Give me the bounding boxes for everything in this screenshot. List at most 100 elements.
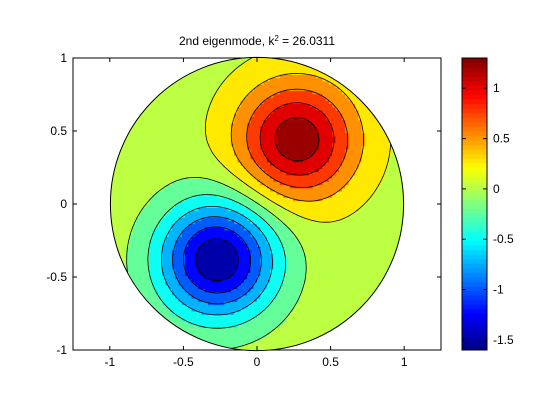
- contour-cell: [253, 152, 258, 156]
- contour-cell: [158, 152, 163, 156]
- contour-cell: [165, 174, 170, 179]
- contour-cell: [149, 145, 153, 150]
- contour-cell: [155, 178, 160, 182]
- contour-cell: [191, 93, 196, 98]
- contour-cell: [178, 152, 183, 156]
- contour-cell: [139, 174, 144, 179]
- contour-cell: [224, 116, 229, 121]
- contour-cell: [158, 294, 163, 299]
- contour-cell: [126, 165, 131, 169]
- contour-cell: [240, 314, 245, 319]
- contour-cell: [214, 139, 219, 143]
- contour-cell: [168, 148, 173, 153]
- contour-cell: [198, 304, 202, 309]
- contour-cell: [175, 165, 180, 169]
- contour-cell: [204, 262, 209, 267]
- contour-cell: [214, 314, 219, 319]
- contour-cell: [214, 294, 219, 299]
- contour-cell: [139, 220, 144, 225]
- contour-cell: [191, 139, 196, 143]
- contour-cell: [224, 142, 229, 147]
- contour-cell: [214, 320, 219, 325]
- contour-cell: [126, 259, 131, 263]
- contour-cell: [240, 337, 245, 341]
- contour-cell: [227, 70, 232, 75]
- contour-cell: [191, 197, 196, 202]
- contour-cell: [201, 242, 206, 247]
- contour-cell: [237, 67, 242, 72]
- contour-cell: [198, 155, 202, 160]
- contour-cell: [234, 165, 238, 169]
- contour-cell: [162, 109, 167, 114]
- contour-cell: [234, 236, 238, 241]
- contour-cell: [158, 200, 163, 205]
- contour-cell: [152, 152, 157, 156]
- contour-cell: [126, 171, 131, 176]
- contour-cell: [181, 275, 186, 280]
- contour-cell: [253, 255, 258, 260]
- contour-cell: [217, 213, 222, 218]
- contour-cell: [194, 70, 199, 75]
- contour-cell: [250, 301, 255, 306]
- contour-cell: [221, 64, 225, 69]
- contour-cell: [135, 281, 140, 286]
- contour-cell: [194, 129, 199, 134]
- contour-cell: [253, 346, 258, 351]
- contour-cell: [135, 278, 140, 283]
- contour-cell: [217, 320, 222, 325]
- contour-cell: [214, 191, 219, 195]
- contour-cell: [204, 197, 209, 202]
- contour-cell: [257, 285, 261, 289]
- contour-cell: [243, 148, 248, 153]
- contour-cell: [185, 311, 189, 315]
- contour-cell: [122, 255, 127, 260]
- contour-cell: [253, 132, 258, 137]
- contour-cell: [149, 113, 153, 117]
- contour-cell: [247, 333, 252, 338]
- contour-cell: [162, 178, 167, 182]
- contour-cell: [234, 259, 238, 263]
- contour-cell: [240, 207, 245, 212]
- contour-cell: [214, 145, 219, 150]
- contour-cell: [191, 90, 196, 95]
- contour-cell: [191, 187, 196, 192]
- contour-cell: [237, 96, 242, 101]
- contour-cell: [234, 216, 238, 221]
- contour-cell: [221, 246, 225, 251]
- contour-cell: [185, 129, 189, 134]
- contour-cell: [178, 93, 183, 98]
- contour-cell: [230, 103, 235, 108]
- contour-cell: [253, 272, 258, 276]
- contour-cell: [178, 106, 183, 111]
- contour-cell: [171, 132, 176, 137]
- contour-cell: [152, 148, 157, 153]
- contour-cell: [224, 288, 229, 293]
- contour-cell: [253, 77, 258, 82]
- contour-cell: [221, 184, 225, 189]
- contour-cell: [243, 152, 248, 156]
- contour-cell: [201, 158, 206, 163]
- contour-cell: [155, 165, 160, 169]
- contour-cell: [175, 204, 180, 208]
- contour-cell: [178, 255, 183, 260]
- contour-cell: [250, 200, 255, 205]
- contour-cell: [204, 307, 209, 312]
- contour-cell: [207, 216, 212, 221]
- contour-cell: [234, 129, 238, 134]
- contour-cell: [217, 184, 222, 189]
- contour-cell: [178, 220, 183, 225]
- contour-cell: [132, 252, 137, 257]
- contour-cell: [230, 148, 235, 153]
- contour-cell: [168, 255, 173, 260]
- contour-cell: [135, 139, 140, 143]
- contour-cell: [230, 216, 235, 221]
- contour-cell: [240, 340, 245, 345]
- contour-cell: [201, 207, 206, 212]
- contour-cell: [132, 181, 137, 186]
- contour-cell: [227, 191, 232, 195]
- contour-cell: [145, 129, 150, 134]
- contour-cell: [221, 226, 225, 231]
- contour-cell: [139, 142, 144, 147]
- contour-cell: [237, 242, 242, 247]
- contour-cell: [204, 333, 209, 338]
